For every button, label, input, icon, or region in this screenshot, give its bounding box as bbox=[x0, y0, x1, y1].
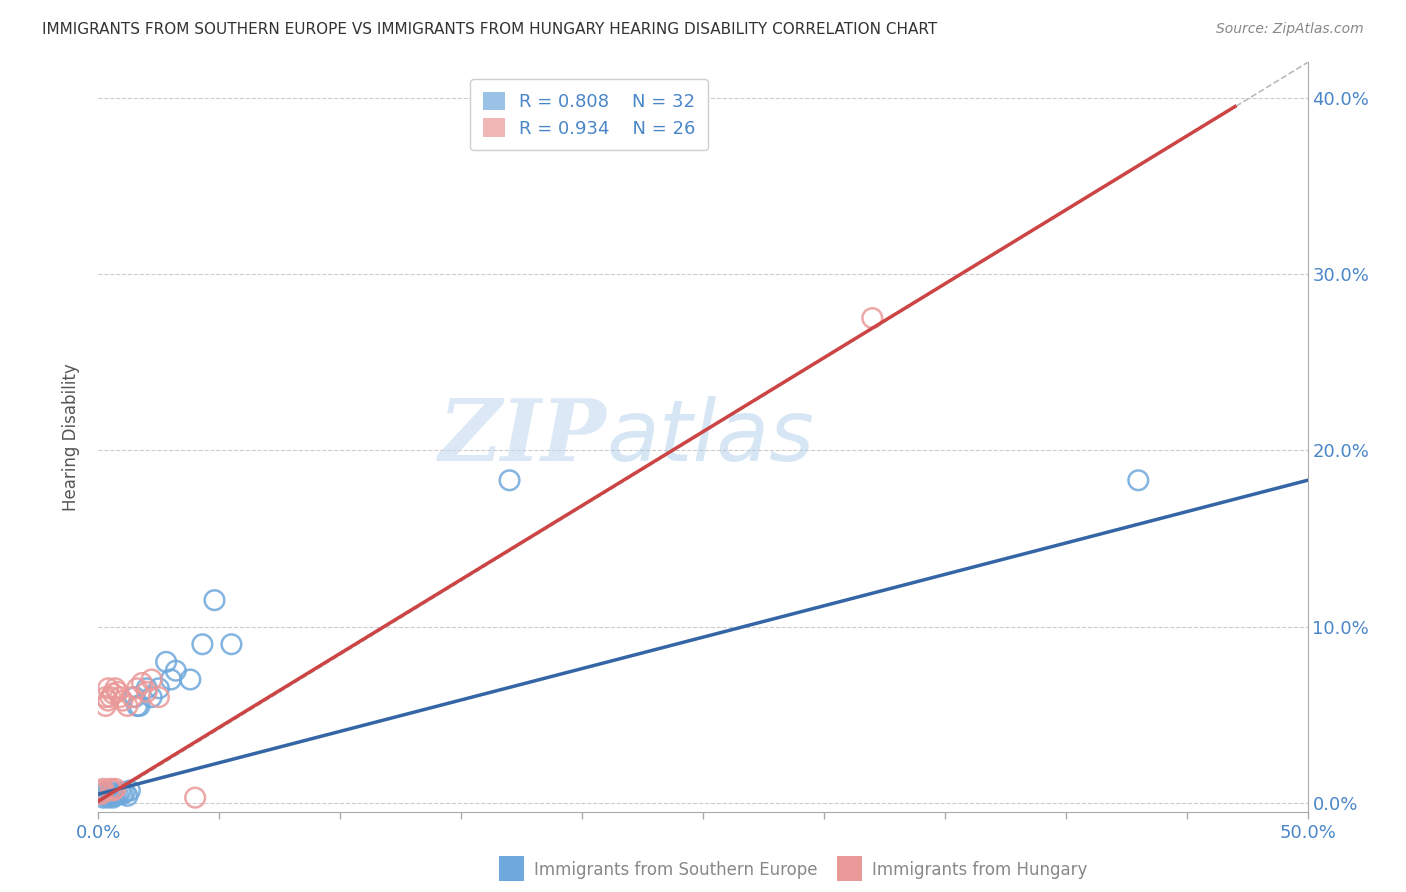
Point bbox=[104, 789, 127, 803]
Point bbox=[179, 673, 201, 687]
Point bbox=[100, 781, 122, 796]
Point bbox=[111, 693, 134, 707]
Point bbox=[131, 676, 153, 690]
Point bbox=[1128, 473, 1150, 487]
Point bbox=[165, 664, 187, 678]
Point bbox=[94, 698, 117, 713]
Point bbox=[135, 685, 157, 699]
Point bbox=[107, 685, 129, 699]
Point bbox=[148, 681, 170, 696]
Text: Immigrants from Southern Europe: Immigrants from Southern Europe bbox=[534, 861, 818, 879]
Point bbox=[90, 787, 112, 801]
Point bbox=[97, 787, 120, 801]
Point bbox=[104, 681, 127, 696]
Text: ZIP: ZIP bbox=[439, 395, 606, 479]
Point bbox=[108, 785, 131, 799]
Point bbox=[111, 787, 134, 801]
Point bbox=[101, 790, 124, 805]
Point bbox=[117, 698, 139, 713]
Point bbox=[94, 690, 117, 705]
Point bbox=[221, 637, 243, 651]
Text: atlas: atlas bbox=[606, 395, 814, 479]
Point bbox=[118, 783, 141, 797]
Point bbox=[128, 698, 150, 713]
Legend: R = 0.808    N = 32, R = 0.934    N = 26: R = 0.808 N = 32, R = 0.934 N = 26 bbox=[470, 79, 709, 150]
Point bbox=[100, 785, 122, 799]
Point bbox=[160, 673, 183, 687]
Point bbox=[135, 681, 157, 696]
Point bbox=[101, 787, 124, 801]
Point bbox=[117, 789, 139, 803]
Text: Immigrants from Hungary: Immigrants from Hungary bbox=[872, 861, 1087, 879]
Point bbox=[91, 790, 114, 805]
Point bbox=[91, 781, 114, 796]
Point bbox=[97, 693, 120, 707]
Point bbox=[141, 673, 163, 687]
Point bbox=[141, 690, 163, 705]
Point bbox=[121, 690, 143, 705]
Point bbox=[498, 473, 520, 487]
Point bbox=[107, 787, 129, 801]
Point bbox=[184, 790, 207, 805]
Point bbox=[191, 637, 214, 651]
Point bbox=[204, 593, 226, 607]
Point bbox=[94, 785, 117, 799]
Point bbox=[90, 783, 112, 797]
Point bbox=[97, 790, 120, 805]
Point bbox=[90, 787, 112, 801]
Point bbox=[127, 698, 149, 713]
Text: Source: ZipAtlas.com: Source: ZipAtlas.com bbox=[1216, 22, 1364, 37]
Point bbox=[114, 785, 136, 799]
Point bbox=[155, 655, 177, 669]
Point bbox=[94, 789, 117, 803]
Point bbox=[127, 681, 149, 696]
Point bbox=[124, 690, 146, 705]
Point bbox=[108, 690, 131, 705]
Point bbox=[91, 785, 114, 799]
Point bbox=[97, 681, 120, 696]
Y-axis label: Hearing Disability: Hearing Disability bbox=[62, 363, 80, 511]
Point bbox=[101, 783, 124, 797]
Point bbox=[100, 789, 122, 803]
Point bbox=[860, 311, 883, 326]
Text: IMMIGRANTS FROM SOUTHERN EUROPE VS IMMIGRANTS FROM HUNGARY HEARING DISABILITY CO: IMMIGRANTS FROM SOUTHERN EUROPE VS IMMIG… bbox=[42, 22, 938, 37]
Point bbox=[101, 687, 124, 701]
Point bbox=[104, 781, 127, 796]
Point bbox=[148, 690, 170, 705]
Point bbox=[100, 690, 122, 705]
